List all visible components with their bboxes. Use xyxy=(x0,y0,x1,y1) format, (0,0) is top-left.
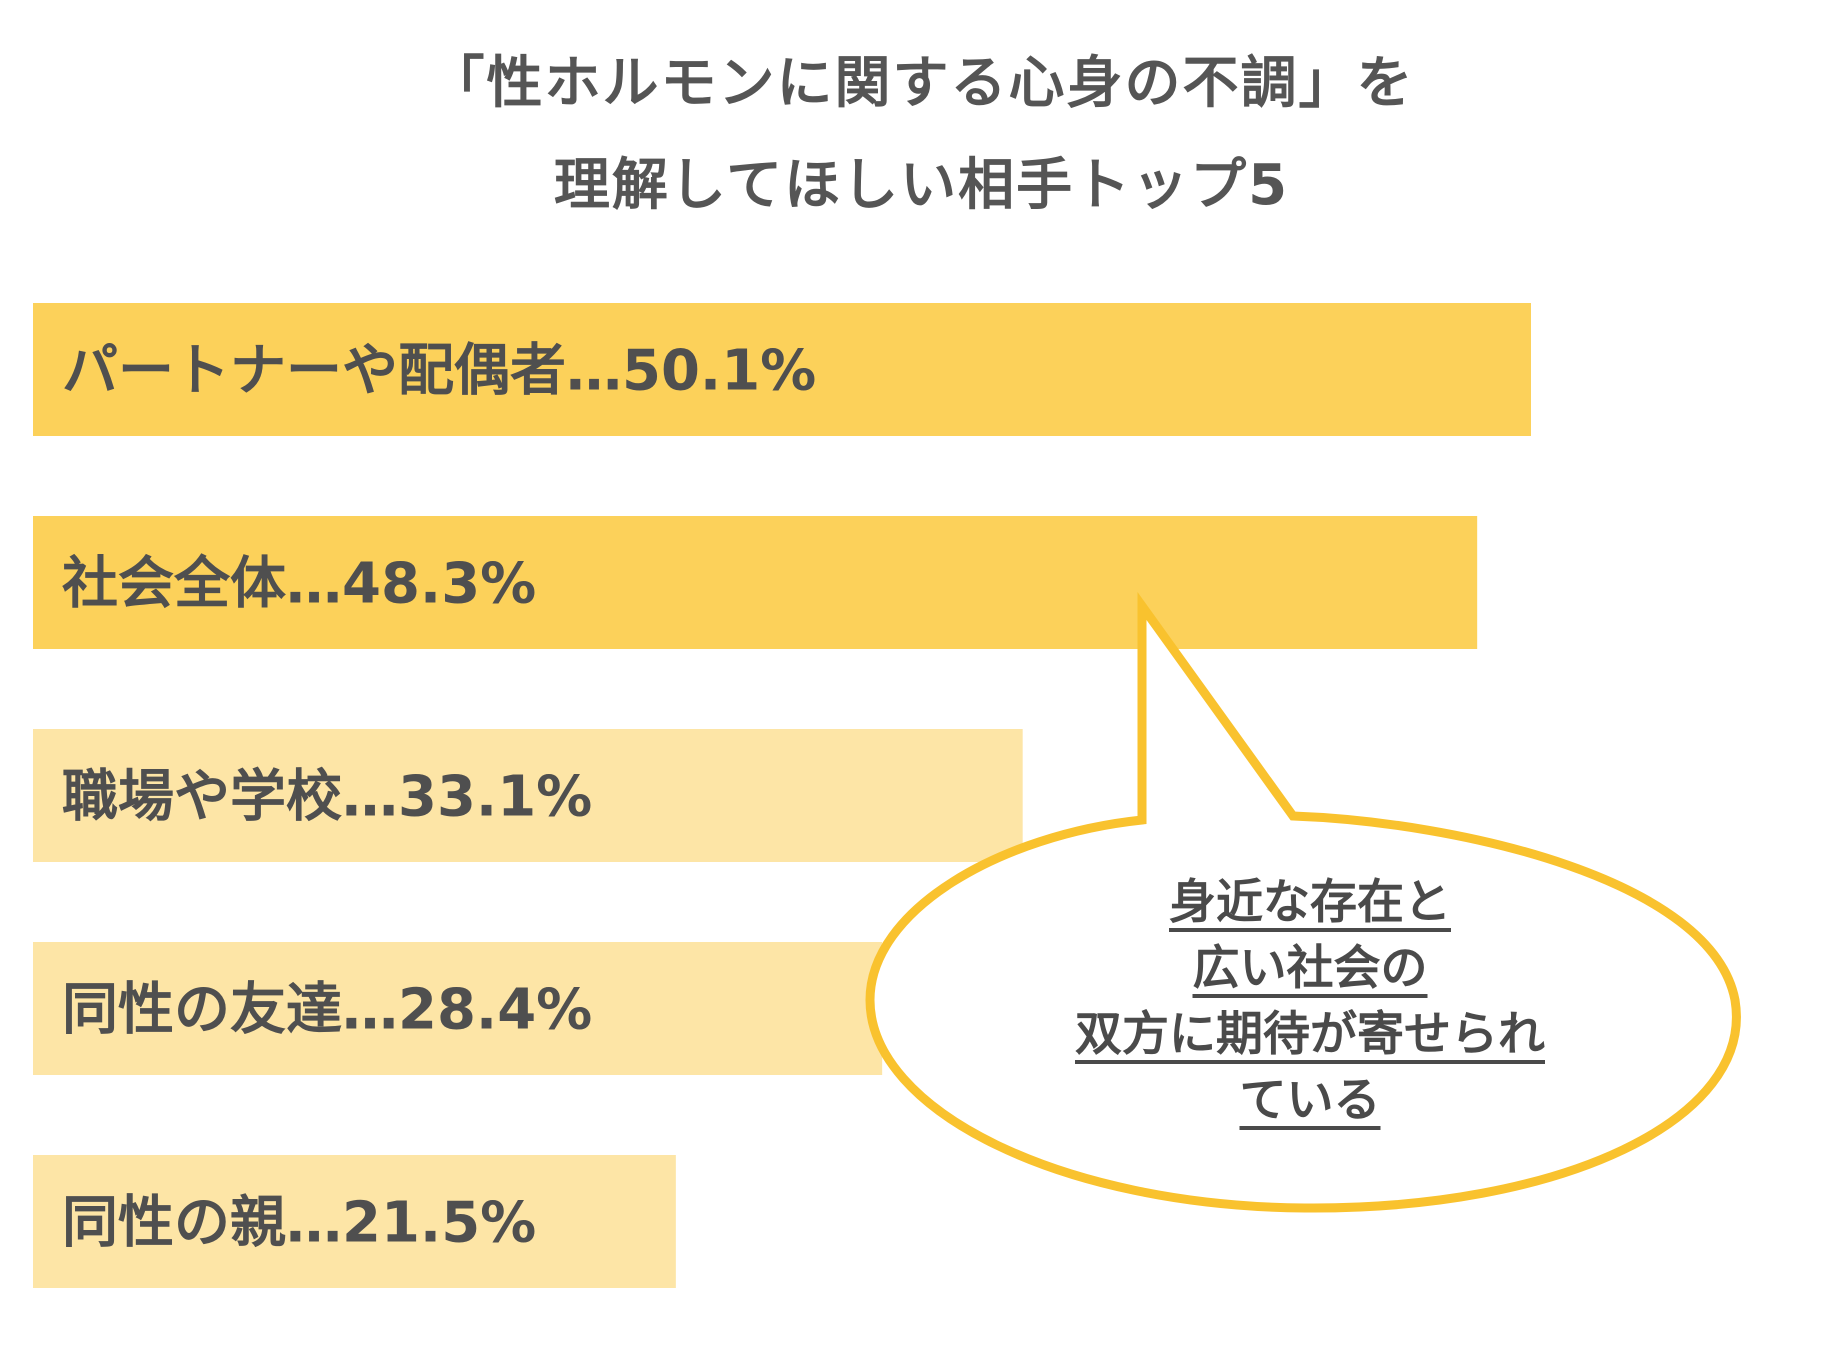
bar-4 xyxy=(33,942,883,1075)
bar-label-3: 職場や学校…33.1% xyxy=(62,765,592,830)
bar-label-5: 同性の親…21.5% xyxy=(62,1191,536,1256)
callout-line-3: 双方に期待が寄せられ xyxy=(1075,1007,1545,1062)
callout-line-1: 身近な存在と xyxy=(1169,875,1451,930)
bar-3 xyxy=(33,729,1023,862)
callout-bubble xyxy=(865,592,1741,1213)
bar-label-1: パートナーや配偶者…50.1% xyxy=(62,339,816,404)
bar-2 xyxy=(33,516,1478,649)
callout-line-4: ている xyxy=(1239,1073,1381,1128)
bar-5 xyxy=(33,1155,676,1288)
callout-bubble-shape xyxy=(865,592,1741,1213)
bars-group: パートナーや配偶者…50.1% 社会全体…48.3% 職場や学校…33.1% 同性の友… xyxy=(33,303,1531,1288)
bar-label-2: 社会全体…48.3% xyxy=(62,552,536,617)
callout-text: 身近な存在と 広い社会の 双方に期待が寄せられ ている xyxy=(1030,870,1590,1134)
chart-title-line-1: 「性ホルモンに関する心身の不調」を xyxy=(428,51,1415,116)
chart-title-line-2: 理解してほしい相手トップ5 xyxy=(553,153,1290,218)
bar-1 xyxy=(33,303,1531,436)
callout-line-2: 広い社会の xyxy=(1192,941,1428,996)
bar-label-4: 同性の友達…28.4% xyxy=(62,978,592,1043)
